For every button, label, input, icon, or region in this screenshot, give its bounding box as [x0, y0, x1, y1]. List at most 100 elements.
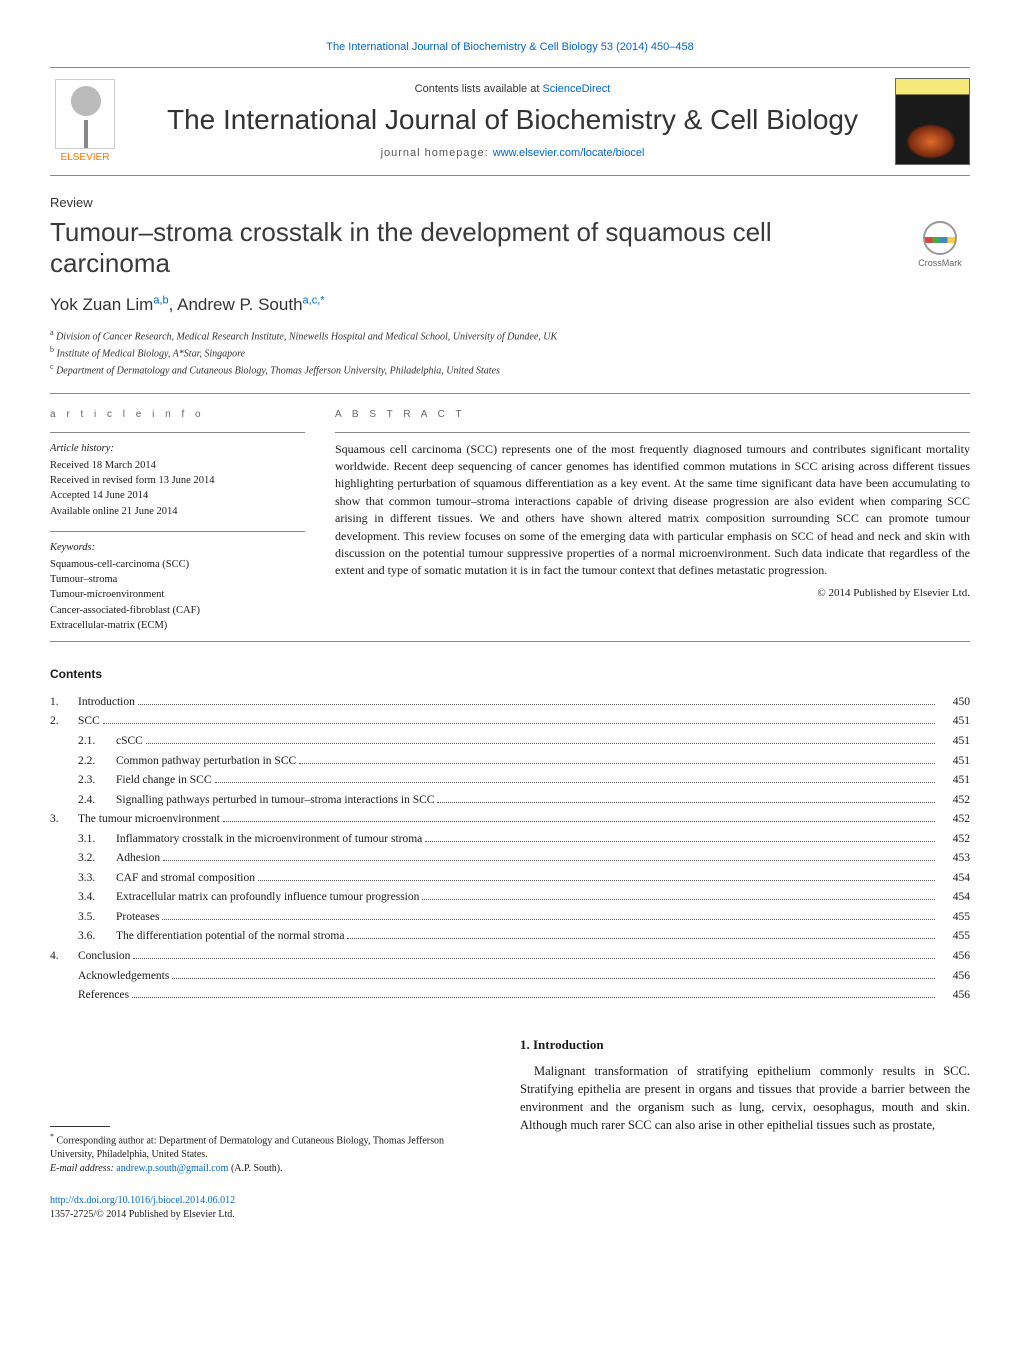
affil-text-c: Department of Dermatology and Cutaneous …: [54, 366, 500, 377]
toc-label: SCC: [78, 712, 100, 732]
toc-num: 2.2.: [78, 752, 116, 772]
toc-page: 455: [938, 927, 970, 947]
abstract-column: a b s t r a c t Squamous cell carcinoma …: [335, 408, 970, 633]
toc-row[interactable]: 4.Conclusion456: [50, 947, 970, 967]
toc-num: 3.4.: [78, 888, 116, 908]
history-head: Article history:: [50, 441, 305, 456]
toc-row[interactable]: 2.4.Signalling pathways perturbed in tum…: [50, 791, 970, 811]
toc-row[interactable]: 2.SCC451: [50, 712, 970, 732]
toc-page: 451: [938, 752, 970, 772]
doi-link[interactable]: http://dx.doi.org/10.1016/j.biocel.2014.…: [50, 1195, 235, 1206]
toc-row[interactable]: 2.2.Common pathway perturbation in SCC45…: [50, 752, 970, 772]
abstract-text: Squamous cell carcinoma (SCC) represents…: [335, 441, 970, 580]
email-tail: (A.P. South).: [228, 1163, 282, 1174]
history-received: Received 18 March 2014: [50, 458, 305, 473]
toc-num: 3.1.: [78, 830, 116, 850]
toc-row[interactable]: 3.3.CAF and stromal composition 454: [50, 869, 970, 889]
toc-row[interactable]: 3.The tumour microenvironment452: [50, 810, 970, 830]
affiliation-c: c Department of Dermatology and Cutaneou…: [50, 361, 970, 378]
toc-row[interactable]: 2.1.cSCC451: [50, 732, 970, 752]
affiliations-block: a Division of Cancer Research, Medical R…: [50, 327, 970, 379]
abstract-head: a b s t r a c t: [335, 408, 970, 422]
journal-cover-thumbnail[interactable]: [895, 78, 970, 165]
toc-num: 3.3.: [78, 869, 116, 889]
toc-row[interactable]: 2.3.Field change in SCC451: [50, 771, 970, 791]
toc-page: 453: [938, 849, 970, 869]
toc-leader-dots: [223, 821, 935, 822]
toc-num: 3.6.: [78, 927, 116, 947]
toc-leader-dots: [162, 919, 935, 920]
toc-num: 3.2.: [78, 849, 116, 869]
doi-block: http://dx.doi.org/10.1016/j.biocel.2014.…: [50, 1194, 490, 1222]
toc-leader-dots: [146, 743, 935, 744]
toc-row[interactable]: References456: [50, 986, 970, 1006]
article-title: Tumour–stroma crosstalk in the developme…: [50, 217, 890, 279]
homepage-link[interactable]: www.elsevier.com/locate/biocel: [493, 147, 645, 159]
toc-leader-dots: [437, 802, 935, 803]
section-head-intro: 1. Introduction: [520, 1036, 970, 1054]
toc-row[interactable]: 3.4.Extracellular matrix can profoundly …: [50, 888, 970, 908]
toc-label: The tumour microenvironment: [78, 810, 220, 830]
toc-row[interactable]: 1.Introduction450: [50, 693, 970, 713]
author-2-affil-sup[interactable]: a,c,: [303, 294, 321, 306]
affil-text-b: Institute of Medical Biology, A*Star, Si…: [54, 348, 245, 359]
homepage-label: journal homepage:: [381, 147, 493, 159]
toc-page: 456: [938, 967, 970, 987]
divider-rule-2: [50, 641, 970, 642]
article-info-head: a r t i c l e i n f o: [50, 408, 305, 422]
author-1-name: Yok Zuan Lim: [50, 295, 153, 314]
abstract-rule: [335, 432, 970, 433]
authors-line: Yok Zuan Lima,b, Andrew P. Southa,c,*: [50, 293, 970, 317]
publisher-logo-text: ELSEVIER: [61, 151, 110, 165]
sciencedirect-link[interactable]: ScienceDirect: [542, 83, 610, 95]
toc-num: 2.4.: [78, 791, 116, 811]
history-revised: Received in revised form 13 June 2014: [50, 473, 305, 488]
abstract-copyright: © 2014 Published by Elsevier Ltd.: [335, 586, 970, 601]
toc-row[interactable]: 3.5.Proteases455: [50, 908, 970, 928]
intro-column: 1. Introduction Malignant transformation…: [520, 1036, 970, 1222]
publisher-logo[interactable]: ELSEVIER: [50, 78, 130, 165]
toc-page: 452: [938, 810, 970, 830]
toc-num: 3.5.: [78, 908, 116, 928]
keywords-head: Keywords:: [50, 540, 305, 555]
masthead-center: Contents lists available at ScienceDirec…: [130, 78, 895, 165]
toc-label: Adhesion: [116, 849, 160, 869]
toc-leader-dots: [425, 841, 935, 842]
toc-page: 454: [938, 869, 970, 889]
toc-row[interactable]: 3.1.Inflammatory crosstalk in the microe…: [50, 830, 970, 850]
toc-page: 456: [938, 986, 970, 1006]
toc-row[interactable]: Acknowledgements456: [50, 967, 970, 987]
author-2-corr-star[interactable]: *: [320, 294, 324, 306]
toc-leader-dots: [422, 899, 935, 900]
journal-citation[interactable]: The International Journal of Biochemistr…: [50, 40, 970, 55]
article-info-column: a r t i c l e i n f o Article history: R…: [50, 408, 305, 633]
author-1-affil-sup[interactable]: a,b: [153, 294, 168, 306]
toc-label: Inflammatory crosstalk in the microenvir…: [116, 830, 422, 850]
journal-homepage-line: journal homepage: www.elsevier.com/locat…: [140, 146, 885, 161]
toc-num: 2.1.: [78, 732, 116, 752]
toc-label: Signalling pathways perturbed in tumour–…: [116, 791, 434, 811]
keyword-4: Cancer-associated-fibroblast (CAF): [50, 603, 305, 618]
history-accepted: Accepted 14 June 2014: [50, 488, 305, 503]
toc-leader-dots: [258, 880, 935, 881]
journal-title: The International Journal of Biochemistr…: [140, 104, 885, 136]
toc-label: CAF and stromal composition: [116, 869, 255, 889]
crossmark-label: CrossMark: [918, 258, 962, 268]
email-link[interactable]: andrew.p.south@gmail.com: [116, 1163, 228, 1174]
toc-leader-dots: [132, 997, 935, 998]
toc-num: 1.: [50, 693, 78, 713]
affiliation-a: a Division of Cancer Research, Medical R…: [50, 327, 970, 344]
toc-leader-dots: [347, 938, 935, 939]
toc-leader-dots: [103, 723, 935, 724]
info-rule-2: [50, 531, 305, 532]
affiliation-b: b Institute of Medical Biology, A*Star, …: [50, 344, 970, 361]
footnote-corr-text: Corresponding author at: Department of D…: [50, 1135, 444, 1160]
toc-row[interactable]: 3.6.The differentiation potential of the…: [50, 927, 970, 947]
toc-label: Introduction: [78, 693, 135, 713]
toc-leader-dots: [172, 978, 935, 979]
toc-row[interactable]: 3.2.Adhesion 453: [50, 849, 970, 869]
crossmark-badge[interactable]: CrossMark: [910, 217, 970, 270]
toc-leader-dots: [138, 704, 935, 705]
toc-page: 451: [938, 771, 970, 791]
toc-page: 451: [938, 712, 970, 732]
